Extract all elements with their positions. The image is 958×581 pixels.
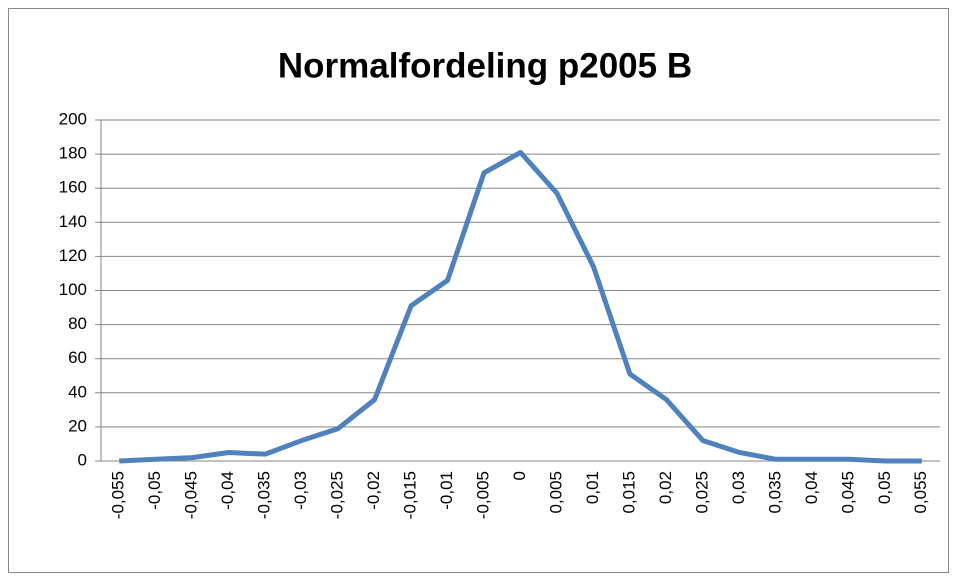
- y-tick-label: 0: [78, 450, 87, 469]
- data-line: [119, 149, 922, 464]
- x-tick-label: 0,055: [911, 471, 930, 514]
- y-tick-label: 200: [59, 109, 87, 128]
- x-tick-label: 0,025: [692, 471, 711, 514]
- y-tick-label: 20: [68, 416, 87, 435]
- x-tick-label: 0,02: [656, 471, 675, 504]
- x-tick-label: -0,035: [255, 471, 274, 519]
- y-tick-label: 80: [68, 314, 87, 333]
- y-tick-label: 180: [59, 144, 87, 163]
- y-tick-label: 40: [68, 382, 87, 401]
- x-tick-label: 0,045: [838, 471, 857, 514]
- x-tick-label: -0,01: [437, 471, 456, 510]
- x-tick-label: 0,03: [729, 471, 748, 504]
- x-tick-label: 0,035: [765, 471, 784, 514]
- x-tick-label: 0,015: [619, 471, 638, 514]
- x-tick-label: -0,045: [182, 471, 201, 519]
- x-tick-label: 0: [510, 471, 529, 480]
- x-tick-label: -0,02: [364, 471, 383, 510]
- x-tick-label: -0,03: [291, 471, 310, 510]
- y-tick-label: 140: [59, 212, 87, 231]
- x-tick-label: -0,025: [328, 471, 347, 519]
- x-tick-label: -0,015: [401, 471, 420, 519]
- x-tick-label: -0,05: [145, 471, 164, 510]
- x-tick-label: 0,05: [875, 471, 894, 504]
- y-tick-label: 120: [59, 246, 87, 265]
- x-tick-label: -0,055: [109, 471, 128, 519]
- y-tick-label: 100: [59, 280, 87, 299]
- x-tick-label: 0,04: [802, 471, 821, 504]
- y-tick-label: 60: [68, 348, 87, 367]
- x-tick-label: 0,01: [583, 471, 602, 504]
- y-tick-label: 160: [59, 178, 87, 197]
- chart-title: Normalfordeling p2005 B: [278, 46, 692, 85]
- x-tick-label: -0,04: [218, 471, 237, 510]
- x-tick-label: 0,005: [546, 471, 565, 514]
- x-tick-label: -0,005: [474, 471, 493, 519]
